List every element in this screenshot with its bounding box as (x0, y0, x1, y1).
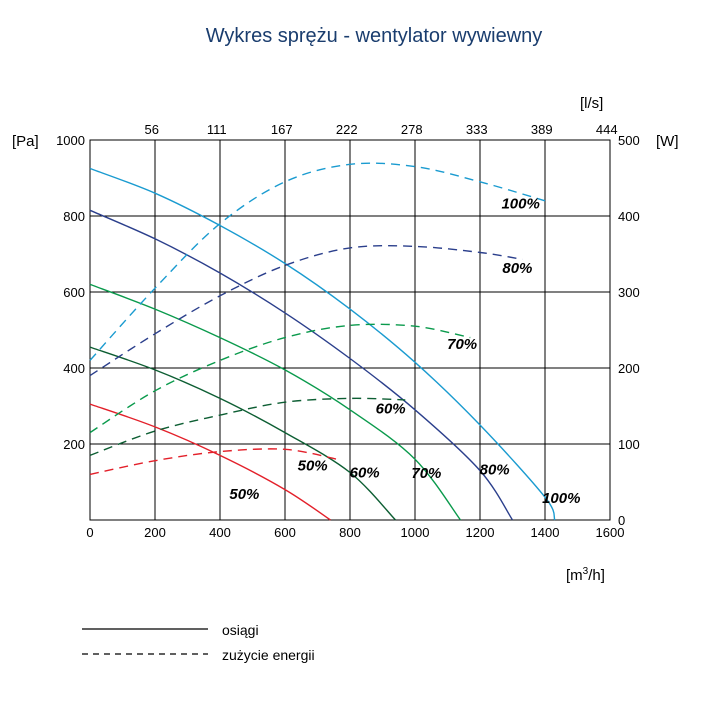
x2-tick-label: 222 (336, 122, 358, 137)
x-axis-label-end: /h] (588, 567, 605, 584)
x-tick-label: 800 (339, 525, 361, 540)
y2-tick-label: 500 (618, 133, 640, 148)
curve-labels: 100% 80% 70% 60% 50% 100% 80% 70% 60% 50% (229, 195, 580, 507)
y-tick-label: 1000 (56, 133, 85, 148)
grid (89, 139, 611, 521)
x-axis-label-sup: 3 (583, 566, 589, 577)
chart-title: Wykres sprężu - wentylator wywiewny (206, 25, 543, 47)
power-curve-80 (89, 244, 523, 377)
power-label-100: 100% (501, 195, 539, 212)
x-tick-label: 0 (86, 525, 93, 540)
x2-tick-label: 56 (145, 122, 159, 137)
legend-label-solid: osiągi (222, 622, 259, 638)
x-tick-label: 1600 (596, 525, 625, 540)
legend-label-dashed: zużycie energii (222, 647, 315, 663)
x-axis-label: [m3/h] (566, 566, 605, 584)
x-tick-label: 1400 (531, 525, 560, 540)
x-tick-label: 400 (209, 525, 231, 540)
y-tick-label: 600 (63, 285, 85, 300)
power-label-80: 80% (502, 260, 532, 277)
curves (89, 162, 556, 521)
x2-tick-label: 111 (207, 122, 227, 137)
y2-axis-label: [W] (656, 133, 679, 150)
y2-tick-label: 100 (618, 437, 640, 452)
x2-tick-label: 278 (401, 122, 423, 137)
x-tick-label: 600 (274, 525, 296, 540)
pressure-label-80: 80% (480, 461, 510, 478)
x-tick-label: 1000 (401, 525, 430, 540)
y2-tick-label: 0 (618, 513, 625, 528)
pressure-label-100: 100% (542, 490, 580, 507)
x-tick-label: 200 (144, 525, 166, 540)
pressure-label-70: 70% (411, 465, 441, 482)
pressure-curve-70 (89, 283, 462, 521)
x2-tick-label: 333 (466, 122, 488, 137)
y2-tick-label: 300 (618, 285, 640, 300)
power-curve-70 (89, 323, 471, 434)
legend: osiągi zużycie energii (82, 622, 315, 663)
x2-tick-label: 389 (531, 122, 553, 137)
power-label-50: 50% (298, 458, 328, 475)
power-curve-50 (89, 448, 338, 476)
x2-tick-label: 167 (271, 122, 293, 137)
y-axis-label: [Pa] (12, 133, 39, 150)
pressure-label-50: 50% (229, 486, 259, 503)
pressure-curve-50 (89, 403, 331, 521)
power-curve-60 (89, 397, 406, 457)
y-tick-label: 400 (63, 361, 85, 376)
y-tick-label: 800 (63, 209, 85, 224)
x-axis-label-base: [m (566, 567, 583, 584)
power-label-60: 60% (376, 401, 406, 418)
pressure-curve-100 (89, 167, 556, 521)
x2-tick-label: 444 (596, 122, 618, 137)
x-tick-label: 1200 (466, 525, 495, 540)
power-curve-100 (89, 162, 546, 361)
y-tick-label: 200 (63, 437, 85, 452)
y2-tick-label: 400 (618, 209, 640, 224)
pressure-curve-80 (89, 209, 514, 521)
y2-tick-label: 200 (618, 361, 640, 376)
x2-axis-label: [l/s] (580, 95, 603, 112)
pressure-label-60: 60% (350, 464, 380, 481)
power-label-70: 70% (447, 336, 477, 353)
pressure-curve-60 (89, 346, 397, 521)
